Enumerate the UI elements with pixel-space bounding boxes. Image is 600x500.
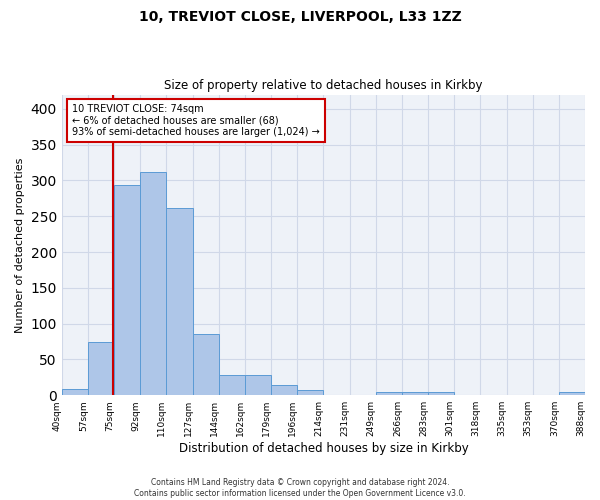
Bar — [297, 390, 323, 395]
Bar — [88, 342, 114, 395]
Y-axis label: Number of detached properties: Number of detached properties — [15, 157, 25, 332]
Bar — [402, 392, 428, 395]
Bar — [166, 208, 193, 395]
Text: 10 TREVIOT CLOSE: 74sqm
← 6% of detached houses are smaller (68)
93% of semi-det: 10 TREVIOT CLOSE: 74sqm ← 6% of detached… — [72, 104, 320, 137]
Bar — [62, 390, 88, 395]
Text: Contains HM Land Registry data © Crown copyright and database right 2024.
Contai: Contains HM Land Registry data © Crown c… — [134, 478, 466, 498]
Bar — [428, 392, 454, 395]
Bar — [559, 392, 585, 395]
Bar — [193, 334, 219, 395]
Text: 10, TREVIOT CLOSE, LIVERPOOL, L33 1ZZ: 10, TREVIOT CLOSE, LIVERPOOL, L33 1ZZ — [139, 10, 461, 24]
Bar — [140, 172, 166, 395]
Bar — [271, 385, 297, 395]
Bar — [219, 375, 245, 395]
Bar — [114, 186, 140, 395]
Bar — [376, 392, 402, 395]
X-axis label: Distribution of detached houses by size in Kirkby: Distribution of detached houses by size … — [179, 442, 468, 455]
Bar — [245, 375, 271, 395]
Title: Size of property relative to detached houses in Kirkby: Size of property relative to detached ho… — [164, 79, 482, 92]
